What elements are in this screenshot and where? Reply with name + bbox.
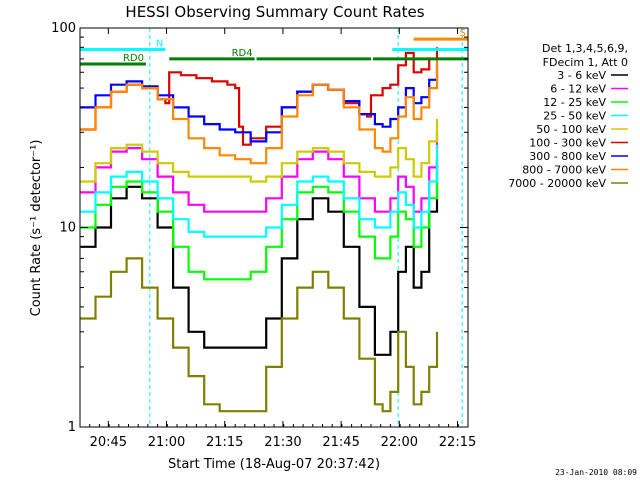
legend-header-line-1: Det 1,3,4,5,6,9, [542,42,628,55]
x-axis-label: Start Time (18-Aug-07 20:37:42) [168,457,380,472]
series-line-4 [80,119,439,183]
x-tick-label-3: 21:30 [264,435,301,450]
flag-bar-label-3: S [460,28,466,39]
flag-bars: N RD0 RD4 S [80,28,468,66]
legend-entry-label-2: 12 - 25 keV [543,96,606,109]
date-stamp: 23-Jan-2010 08:09 [555,468,637,477]
x-tick-label-6: 22:15 [439,435,476,450]
series-line-7 [80,58,439,165]
y-tick-label-1: 10 [59,221,76,236]
series-line-8 [80,257,439,413]
legend-entry-label-5: 100 - 300 keV [529,137,606,150]
x-tick-label-0: 20:45 [90,435,127,450]
x-tick-label-1: 21:00 [148,435,185,450]
legend-entry-label-8: 7000 - 20000 keV [508,177,606,190]
x-tick-label-4: 21:45 [322,435,359,450]
legend-entry-label-1: 6 - 12 keV [550,83,606,96]
chart-title: HESSI Observing Summary Count Rates [125,3,424,21]
y-tick-label-0: 1 [68,420,76,435]
series-line-3 [80,144,439,238]
legend-entry-label-6: 300 - 800 keV [529,150,606,163]
legend: Det 1,3,4,5,6,9, FDecim 1, Att 0 3 - 6 k… [508,42,628,190]
legend-entry-label-7: 800 - 7000 keV [522,164,606,177]
legend-entry-label-3: 25 - 50 keV [543,110,606,123]
y-axis-label: Count Rate (s⁻¹ detector⁻¹) [29,140,44,317]
y-axis: 1 10 100 [51,21,468,435]
x-axis: 20:45 21:00 21:15 21:30 21:45 22:00 22:15 [79,28,476,450]
x-tick-label-5: 22:00 [381,435,418,450]
flag-bar-label-1: RD0 [123,53,144,64]
flag-bar-label-0: N [156,39,163,50]
legend-entry-label-0: 3 - 6 keV [557,69,606,82]
series-layer [80,47,439,413]
x-tick-label-2: 21:15 [206,435,243,450]
flag-bar-label-2: RD4 [232,48,253,59]
y-tick-label-2: 100 [51,21,76,36]
legend-header-line-2: FDecim 1, Att 0 [543,56,628,69]
legend-entry-label-4: 50 - 100 keV [536,123,606,136]
